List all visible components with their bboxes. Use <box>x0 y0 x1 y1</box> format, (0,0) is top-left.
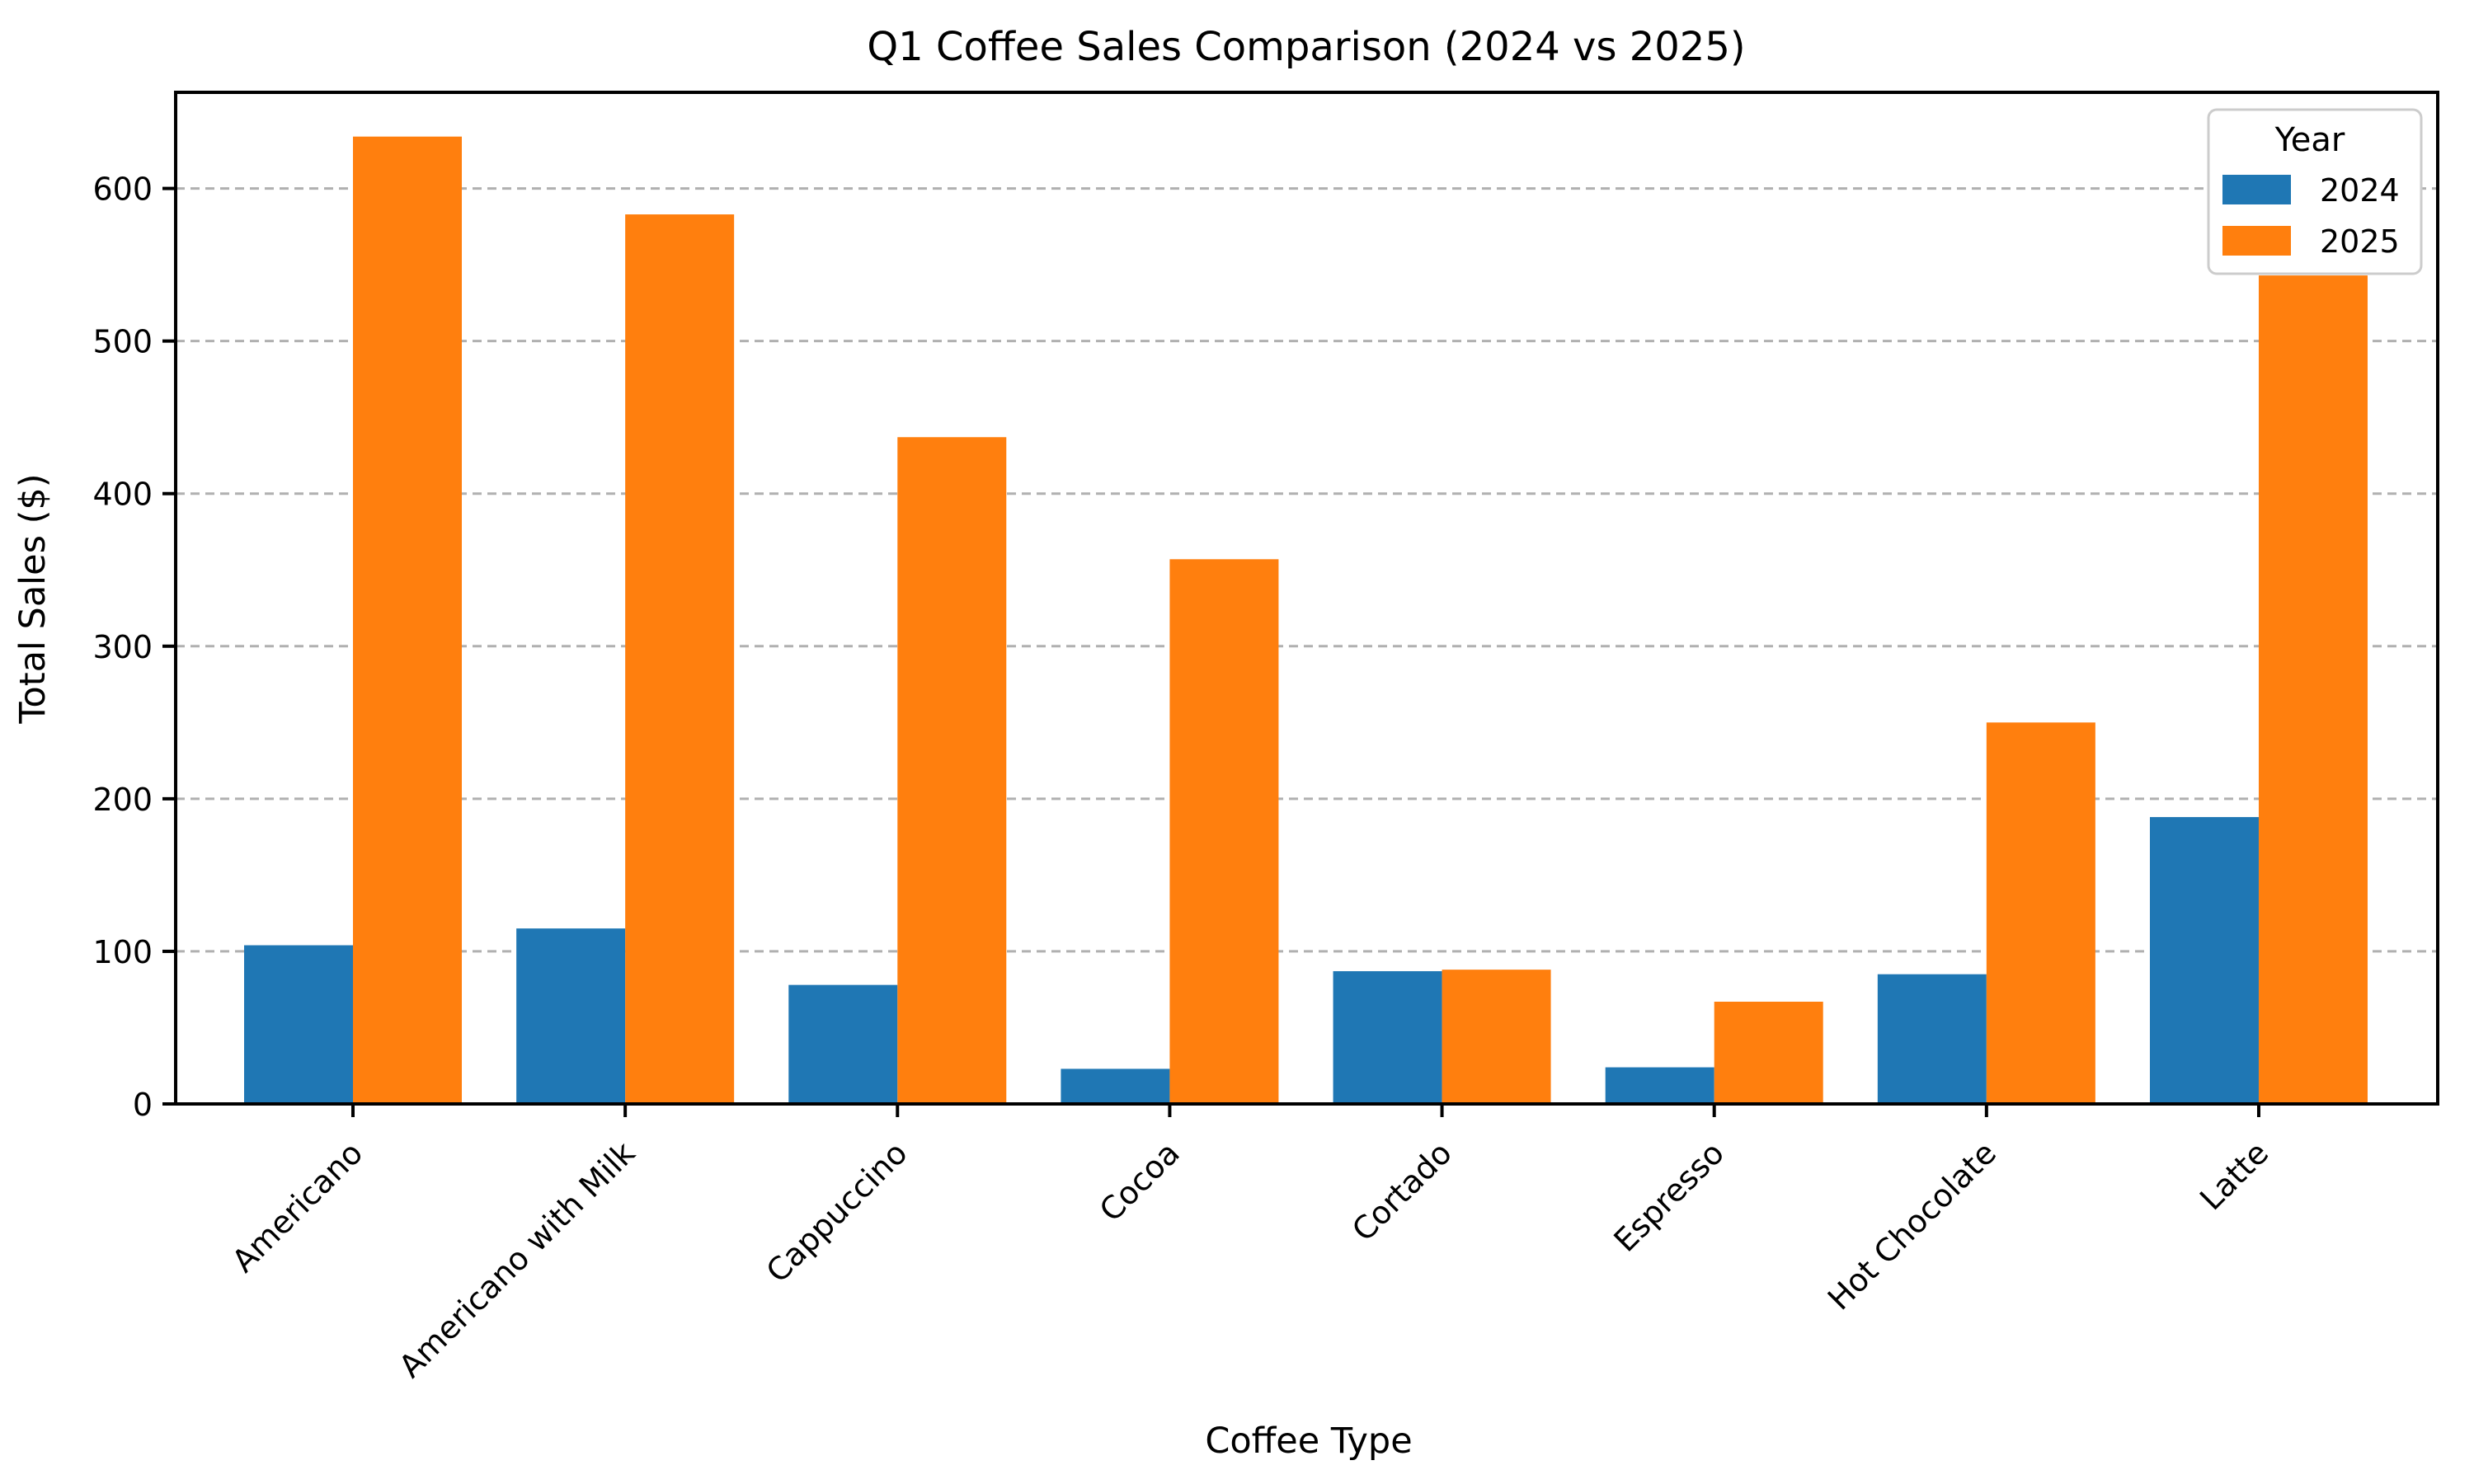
chart-title: Q1 Coffee Sales Comparison (2024 vs 2025… <box>867 24 1746 70</box>
bar-americano-with-milk-2024 <box>516 928 626 1104</box>
bar-americano-with-milk-2025 <box>625 214 735 1104</box>
bar-cappuccino-2024 <box>788 984 898 1104</box>
x-tick-label-cappuccino: Cappuccino <box>760 1134 915 1289</box>
y-tick-label-100: 100 <box>92 934 153 970</box>
y-tick-label-0: 0 <box>133 1087 153 1123</box>
y-tick-label-200: 200 <box>92 782 153 818</box>
bar-cappuccino-2025 <box>897 437 1007 1104</box>
y-tick-label-500: 500 <box>92 324 153 360</box>
x-axis-title: Coffee Type <box>1205 1421 1413 1462</box>
bar-cortado-2025 <box>1442 970 1551 1104</box>
legend-swatch-2024 <box>2222 175 2291 204</box>
x-tick-label-cocoa: Cocoa <box>1093 1134 1187 1228</box>
bar-espresso-2024 <box>1605 1067 1714 1104</box>
y-tick-label-300: 300 <box>92 629 153 665</box>
bar-espresso-2025 <box>1714 1002 1823 1104</box>
y-tick-label-600: 600 <box>92 171 153 208</box>
bar-cocoa-2025 <box>1169 559 1279 1104</box>
x-tick-label-espresso: Espresso <box>1606 1134 1731 1259</box>
y-tick-label-400: 400 <box>92 477 153 513</box>
bar-cocoa-2024 <box>1061 1068 1170 1104</box>
legend-title: Year <box>2274 121 2345 159</box>
bar-hot-chocolate-2024 <box>1877 974 1987 1104</box>
x-tick-label-americano: Americano <box>225 1134 369 1279</box>
bar-cortado-2024 <box>1333 970 1442 1104</box>
bar-americano-2025 <box>353 136 462 1104</box>
bar-hot-chocolate-2025 <box>1986 722 2095 1104</box>
legend-label-2025: 2025 <box>2320 223 2400 260</box>
bar-latte-2024 <box>2149 817 2259 1104</box>
x-tick-label-hot-chocolate: Hot Chocolate <box>1821 1134 2003 1317</box>
x-tick-label-cortado: Cortado <box>1345 1134 1459 1248</box>
plot-border <box>174 91 2439 1106</box>
bar-americano-2024 <box>244 945 353 1104</box>
legend-swatch-2025 <box>2222 226 2291 256</box>
bar-latte-2025 <box>2258 275 2368 1105</box>
y-axis-title: Total Sales ($) <box>12 473 54 724</box>
legend-label-2024: 2024 <box>2320 172 2400 209</box>
x-tick-label-latte: Latte <box>2193 1134 2275 1217</box>
x-tick-label-americano-with-milk: Americano with Milk <box>392 1134 642 1384</box>
